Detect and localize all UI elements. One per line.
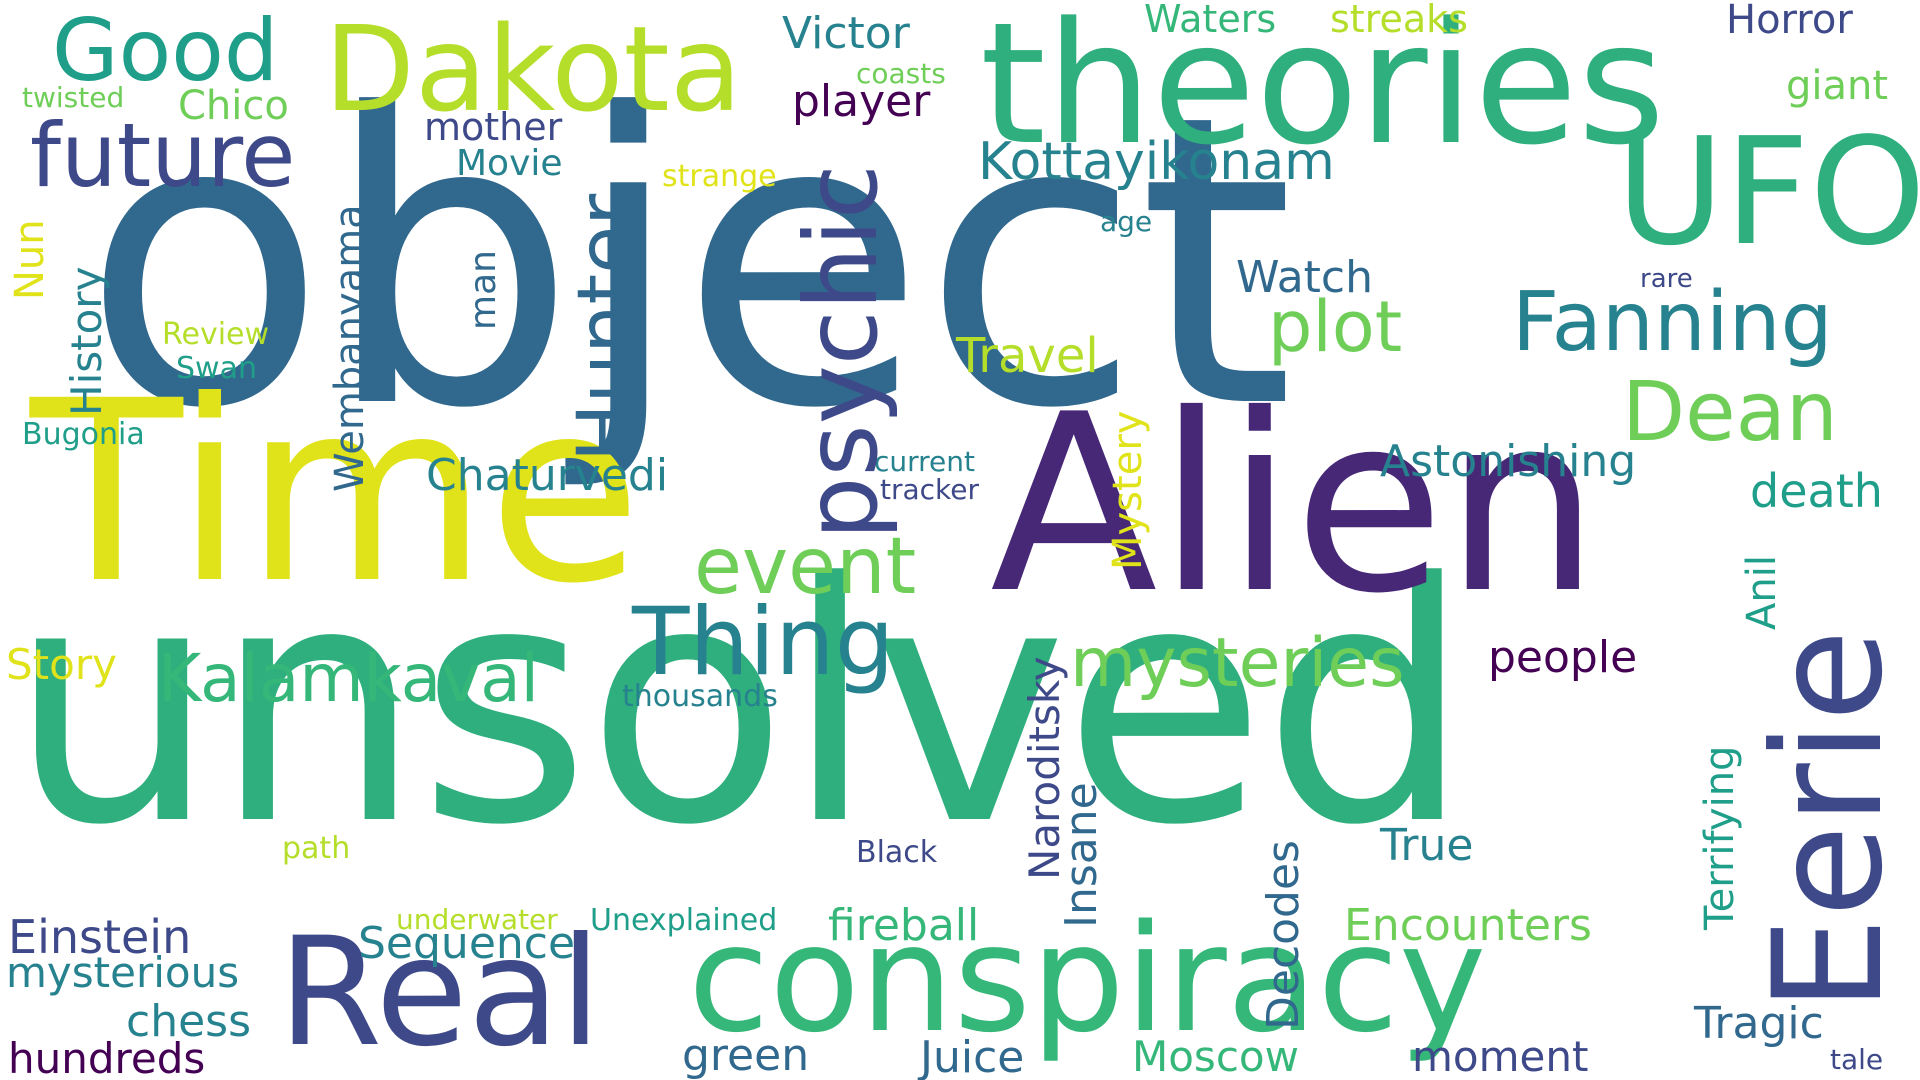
word-theories: theories — [980, 0, 1666, 182]
word-chess: chess — [126, 996, 251, 1047]
word-chico: Chico — [178, 83, 289, 129]
word-tale: tale — [1830, 1043, 1884, 1076]
word-event: event — [694, 522, 917, 612]
word-rare: rare — [1640, 264, 1693, 294]
word-alien: Alien — [990, 362, 1600, 647]
word-story: Story — [6, 640, 117, 689]
word-green: green — [682, 1030, 810, 1080]
word-fanning: Fanning — [1512, 275, 1833, 370]
word-kalamkaval: Kalamkaval — [158, 640, 539, 717]
word-nun: Nun — [7, 219, 53, 300]
word-moment: moment — [1412, 1032, 1589, 1080]
word-hundreds: hundreds — [8, 1034, 206, 1080]
word-man: man — [463, 250, 504, 330]
word-review: Review — [162, 317, 270, 352]
word-tracker: tracker — [880, 473, 979, 506]
word-tragic: Tragic — [1694, 998, 1824, 1049]
word-unexplained: Unexplained — [590, 903, 778, 938]
word-dakota: Dakota — [324, 0, 743, 138]
word-victor: Victor — [782, 8, 910, 59]
word-bugonia: Bugonia — [22, 417, 145, 452]
word-streaks: streaks — [1330, 0, 1468, 41]
word-einstein: Einstein — [8, 910, 192, 964]
word-current: current — [874, 445, 976, 478]
word-juice: Juice — [920, 1032, 1025, 1080]
word-hunter: Hunter — [562, 193, 652, 462]
word-watch: Watch — [1236, 252, 1373, 303]
word-terrifying: Terrifying — [1697, 745, 1743, 930]
word-chaturvedi: Chaturvedi — [426, 450, 669, 501]
word-age: age — [1100, 205, 1153, 238]
word-swan: Swan — [176, 351, 257, 386]
word-kottayikonam: Kottayikonam — [978, 132, 1335, 192]
word-sequence: Sequence — [358, 918, 576, 969]
word-eerie: Eerie — [1742, 629, 1916, 1012]
word-good: Good — [52, 1, 279, 101]
word-giant: giant — [1786, 63, 1889, 109]
word-encounters: Encounters — [1344, 900, 1592, 951]
word-anil: Anil — [1739, 555, 1785, 630]
word-true: True — [1380, 820, 1474, 871]
word-plot: plot — [1268, 286, 1403, 368]
word-real: Real — [278, 906, 602, 1080]
word-strange: strange — [662, 159, 777, 194]
word-insane: Insane — [1056, 782, 1107, 928]
word-mysteries: mysteries — [1070, 624, 1405, 703]
word-mysterious: mysterious — [6, 948, 240, 997]
word-decodes: Decodes — [1258, 840, 1309, 1030]
word-waters: Waters — [1144, 0, 1277, 41]
word-moscow: Moscow — [1132, 1032, 1299, 1080]
word-ufo: UFO — [1616, 106, 1920, 278]
word-fireball: fireball — [828, 900, 980, 951]
word-path: path — [282, 831, 351, 866]
word-mystery: Mystery — [1105, 410, 1151, 570]
word-object: object — [82, 31, 1295, 496]
word-thing: Thing — [632, 588, 895, 697]
word-movie: Movie — [456, 143, 563, 184]
word-underwater: underwater — [396, 903, 558, 936]
word-travel: Travel — [956, 328, 1099, 384]
word-history: History — [62, 266, 111, 416]
word-mother: mother — [424, 105, 563, 149]
word-dean: Dean — [1622, 365, 1838, 460]
word-psychic: psychic — [783, 164, 900, 540]
word-horror: Horror — [1726, 0, 1853, 43]
word-player: player — [792, 76, 931, 127]
word-black: Black — [856, 835, 938, 870]
word-astonishing: Astonishing — [1380, 436, 1637, 487]
word-conspiracy: conspiracy — [688, 893, 1487, 1065]
word-thousands: thousands — [622, 679, 778, 714]
word-unsolved: unsolved — [8, 513, 1472, 897]
word-coasts: coasts — [856, 57, 946, 90]
word-people: people — [1488, 632, 1638, 683]
word-future: future — [30, 104, 296, 207]
word-death: death — [1750, 464, 1883, 518]
word-time: Time — [30, 347, 642, 638]
word-twisted: twisted — [22, 81, 125, 114]
word-wembanyama: Wembanyama — [327, 204, 373, 492]
